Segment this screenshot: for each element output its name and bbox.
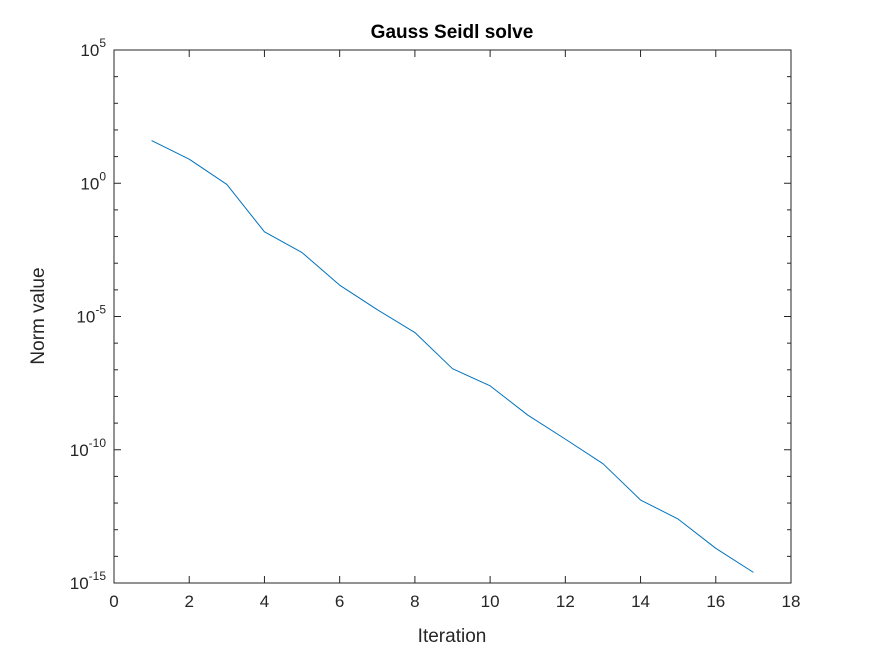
y-tick-label: 10-10 [70,436,107,460]
x-tick-label: 8 [410,592,419,611]
y-tick-labels: 105 100 10-5 10-10 10-15 [70,36,107,593]
x-tick-label: 10 [481,592,500,611]
plot-area [114,50,791,583]
x-tick-label: 4 [260,592,269,611]
x-tick-label: 6 [335,592,344,611]
x-axis-label: Iteration [418,626,487,647]
y-axis-label: Norm value [28,267,49,364]
series-line [151,140,754,573]
chart-title: Gauss Seidl solve [371,22,534,43]
x-tick-labels: 0 2 4 6 8 10 12 14 16 18 [109,592,800,611]
y-tick-label: 100 [80,169,106,193]
x-tick-label: 12 [556,592,575,611]
y-tick-label: 105 [80,36,106,60]
series-layer [151,140,754,573]
x-tick-label: 2 [184,592,193,611]
y-tick-label: 10-15 [70,569,107,593]
x-tick-label: 0 [109,592,118,611]
x-tick-label: 18 [782,592,801,611]
y-tick-label: 10-5 [76,303,106,327]
axes-box [113,49,792,584]
x-tick-label: 14 [631,592,650,611]
x-tick-label: 16 [706,592,725,611]
